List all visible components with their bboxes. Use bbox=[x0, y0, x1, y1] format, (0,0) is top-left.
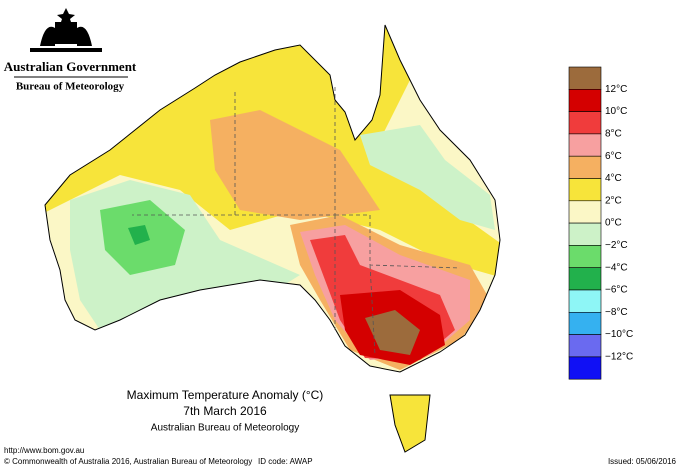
state-borders bbox=[132, 85, 461, 356]
crest-star bbox=[57, 8, 75, 25]
map-date: 7th March 2016 bbox=[183, 404, 267, 418]
crest-supporters bbox=[40, 26, 92, 46]
map-title: Maximum Temperature Anomaly (°C) bbox=[127, 388, 324, 402]
government-name: Australian Government bbox=[4, 59, 137, 74]
footer-id: ID code: AWAP bbox=[258, 457, 313, 466]
legend-swatch bbox=[568, 289, 602, 313]
legend-swatch bbox=[568, 267, 602, 291]
legend-swatch bbox=[568, 133, 602, 157]
zone-cool-east bbox=[360, 125, 495, 230]
legend-swatch bbox=[568, 311, 602, 335]
crest-shield bbox=[55, 22, 77, 44]
legend-swatch bbox=[568, 111, 602, 135]
legend-swatch bbox=[568, 89, 602, 112]
legend-label: 8°C bbox=[605, 129, 622, 140]
legend-label: −10°C bbox=[605, 329, 633, 340]
legend-swatch bbox=[568, 245, 602, 268]
legend-label: −2°C bbox=[605, 240, 628, 251]
legend-label: −6°C bbox=[605, 285, 628, 296]
legend-label: −12°C bbox=[605, 352, 633, 363]
legend-swatch bbox=[568, 178, 602, 202]
footer-url: http://www.bom.gov.au bbox=[4, 446, 84, 455]
crest-scroll bbox=[30, 48, 102, 52]
legend-label: −4°C bbox=[605, 262, 628, 273]
legend-label: 6°C bbox=[605, 151, 622, 162]
legend-swatch bbox=[568, 155, 602, 179]
legend-label: 12°C bbox=[605, 84, 627, 95]
legend-label: 10°C bbox=[605, 106, 627, 117]
legend: 12°C 10°C 8°C 6°C 4°C 2°C 0°C −2°C −4°C −6°C −8°C −… bbox=[568, 66, 633, 380]
legend-swatch bbox=[568, 334, 602, 358]
legend-label: 4°C bbox=[605, 173, 622, 184]
map-source: Australian Bureau of Meteorology bbox=[151, 423, 299, 434]
zone-tas bbox=[385, 395, 435, 452]
legend-label: 2°C bbox=[605, 195, 622, 206]
footer-copyright: © Commonwealth of Australia 2016, Austra… bbox=[4, 457, 252, 466]
coastline bbox=[44, 24, 501, 453]
legend-swatch bbox=[568, 66, 602, 90]
legend-label: 0°C bbox=[605, 218, 622, 229]
legend-swatch bbox=[568, 200, 602, 224]
legend-label: −8°C bbox=[605, 307, 628, 318]
agency-name: Bureau of Meteorology bbox=[16, 81, 125, 93]
zone-4-6 bbox=[210, 110, 380, 220]
legend-swatch bbox=[568, 222, 602, 246]
footer-issued: Issued: 05/06/2016 bbox=[608, 457, 677, 466]
zone-12-plus bbox=[365, 310, 420, 355]
crest bbox=[30, 8, 102, 52]
legend-swatch bbox=[568, 356, 602, 380]
zone-dark-green bbox=[128, 225, 150, 245]
